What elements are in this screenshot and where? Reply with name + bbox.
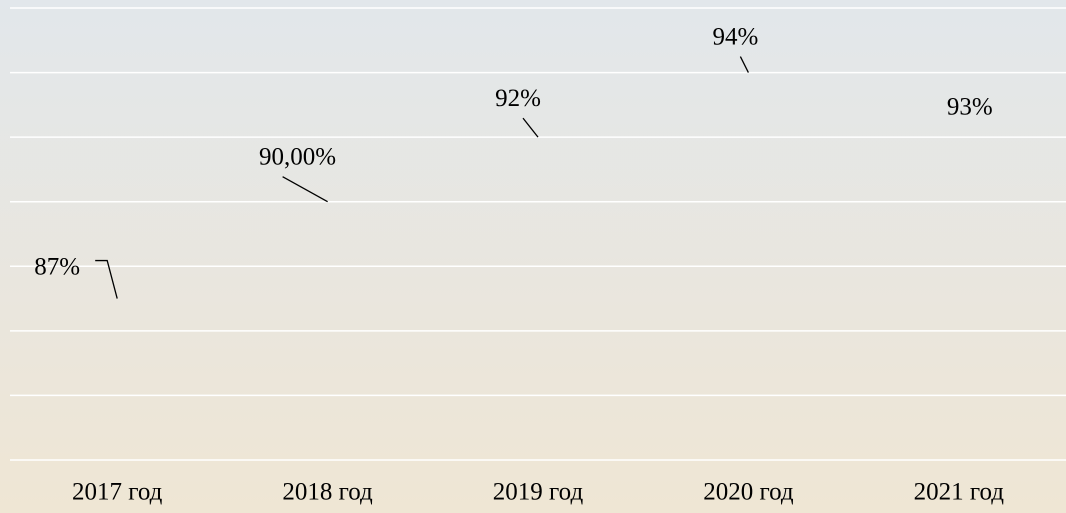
x-tick-label: 2020 год	[703, 479, 794, 506]
data-label: 94%	[712, 23, 758, 50]
x-tick-label: 2018 год	[282, 479, 373, 506]
leader-line	[282, 176, 328, 203]
data-label: 92%	[495, 85, 541, 112]
x-tick-label: 2019 год	[493, 479, 584, 506]
data-label: 90,00%	[259, 143, 336, 170]
leader-line	[522, 117, 539, 138]
x-tick-label: 2021 год	[914, 479, 1005, 506]
leader-line	[95, 259, 118, 299]
leader-line	[739, 56, 749, 73]
data-label: 87%	[34, 253, 80, 280]
x-tick-label: 2017 год	[72, 479, 163, 506]
data-label: 93%	[947, 94, 993, 121]
